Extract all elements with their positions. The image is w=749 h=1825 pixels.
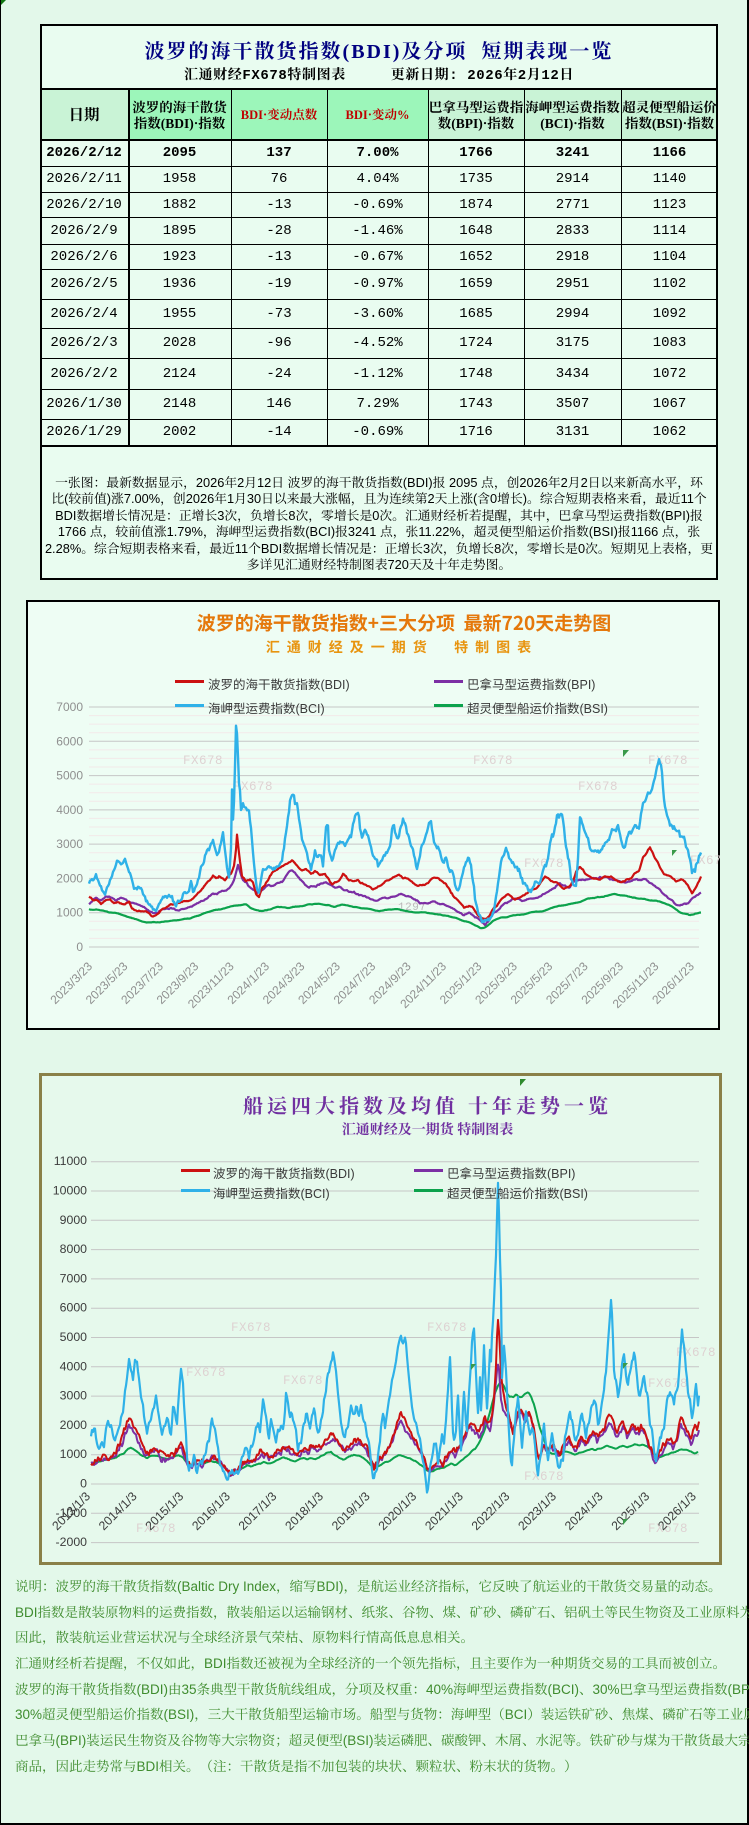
svg-text:FX678: FX678 [231, 1321, 271, 1335]
svg-text:-1000: -1000 [56, 1506, 88, 1520]
svg-text:2020/1/3: 2020/1/3 [376, 1489, 420, 1533]
svg-text:FX678: FX678 [524, 1470, 564, 1484]
svg-text:FX678: FX678 [473, 754, 513, 768]
svg-text:5000: 5000 [56, 769, 83, 783]
svg-text:7000: 7000 [60, 1271, 88, 1285]
svg-text:11000: 11000 [54, 1154, 87, 1168]
svg-text:2019/1/3: 2019/1/3 [329, 1489, 373, 1533]
svg-text:FX678: FX678 [648, 754, 688, 768]
svg-text:FX678: FX678 [427, 1321, 467, 1335]
svg-text:6000: 6000 [60, 1301, 88, 1315]
svg-text:FX678: FX678 [648, 1522, 688, 1536]
svg-text:3000: 3000 [60, 1389, 88, 1403]
svg-text:2000: 2000 [60, 1418, 88, 1432]
svg-text:3000: 3000 [56, 837, 83, 851]
svg-text:2021/1/3: 2021/1/3 [422, 1489, 466, 1533]
svg-text:2014/1/3: 2014/1/3 [96, 1489, 140, 1533]
svg-text:2023/1/3: 2023/1/3 [515, 1489, 559, 1533]
svg-text:FX678: FX678 [676, 1346, 716, 1360]
svg-text:2025/1/3: 2025/1/3 [609, 1489, 653, 1533]
svg-text:FX678: FX678 [690, 854, 720, 868]
svg-text:2024/1/3: 2024/1/3 [562, 1489, 606, 1533]
svg-text:4000: 4000 [60, 1359, 88, 1373]
svg-text:2018/1/3: 2018/1/3 [282, 1489, 326, 1533]
svg-text:2000: 2000 [56, 871, 83, 885]
svg-text:8000: 8000 [60, 1242, 88, 1256]
svg-text:FX678: FX678 [233, 780, 273, 794]
svg-text:9000: 9000 [60, 1213, 88, 1227]
svg-text:2016/1/3: 2016/1/3 [189, 1489, 233, 1533]
svg-text:2022/1/3: 2022/1/3 [469, 1489, 513, 1533]
svg-text:FX678: FX678 [524, 857, 564, 871]
svg-text:FX678: FX678 [578, 780, 618, 794]
svg-text:2017/1/3: 2017/1/3 [236, 1489, 280, 1533]
svg-text:FX678: FX678 [283, 1374, 323, 1388]
svg-text:4000: 4000 [56, 803, 83, 817]
svg-text:7000: 7000 [56, 700, 83, 714]
svg-text:FX678: FX678 [648, 1377, 688, 1391]
svg-text:-2000: -2000 [56, 1535, 88, 1549]
svg-text:0: 0 [76, 940, 83, 954]
svg-text:FX678: FX678 [136, 1522, 176, 1536]
svg-text:0: 0 [80, 1477, 87, 1491]
svg-text:6000: 6000 [56, 734, 83, 748]
svg-text:1000: 1000 [56, 906, 83, 920]
svg-text:FX678: FX678 [183, 754, 223, 768]
svg-text:5000: 5000 [60, 1330, 88, 1344]
svg-text:1000: 1000 [60, 1447, 88, 1461]
svg-text:FX678: FX678 [186, 1366, 226, 1380]
svg-text:10000: 10000 [53, 1184, 87, 1198]
